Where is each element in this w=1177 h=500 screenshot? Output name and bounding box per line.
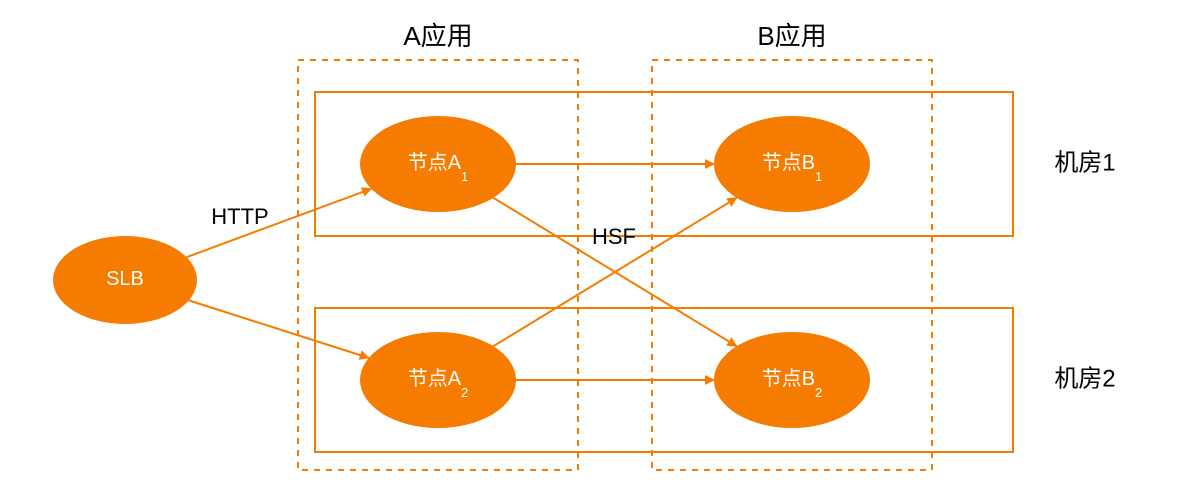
node-label-slb: SLB xyxy=(106,268,144,290)
side-label-room1: 机房1 xyxy=(1054,149,1115,176)
edge-slb-a2 xyxy=(189,300,369,357)
side-label-room2: 机房2 xyxy=(1054,365,1115,392)
diagram-svg: SLB节点A1节点A2节点B1节点B2A应用B应用机房1机房2HTTPHSF xyxy=(0,0,1177,500)
edge-label-hsf: HSF xyxy=(592,224,636,249)
edge-label-http: HTTP xyxy=(211,204,268,229)
title-appB: B应用 xyxy=(757,21,826,51)
title-appA: A应用 xyxy=(403,21,472,51)
diagram-stage: SLB节点A1节点A2节点B1节点B2A应用B应用机房1机房2HTTPHSF xyxy=(0,0,1177,500)
